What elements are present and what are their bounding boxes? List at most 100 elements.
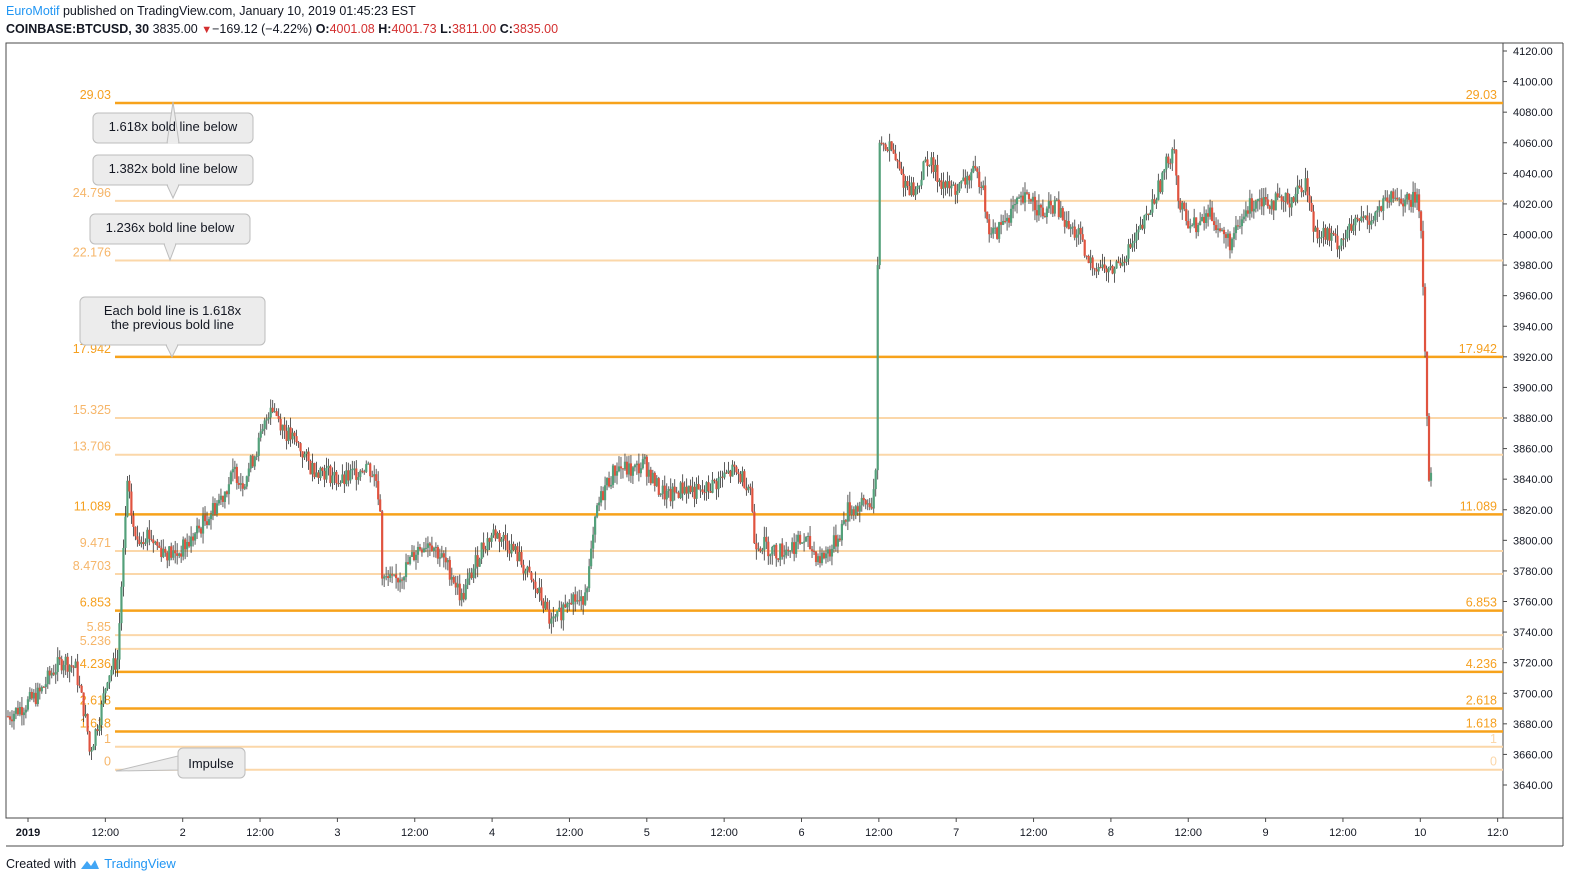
y-tick-label: 4060.00 <box>1513 138 1553 150</box>
candle-body <box>902 173 905 188</box>
candle-body <box>890 141 893 150</box>
candle-body <box>400 579 404 581</box>
candle <box>375 468 378 488</box>
candle-body <box>1103 264 1106 269</box>
candle-body <box>434 546 437 548</box>
candle-body <box>536 588 539 594</box>
candle-body <box>1278 196 1281 198</box>
candle-body <box>1320 236 1323 238</box>
candle-body <box>832 535 836 549</box>
candle-body <box>621 468 625 470</box>
candle-body <box>48 670 51 676</box>
fib-label-left: 9.471 <box>80 536 111 550</box>
candle <box>1089 249 1092 271</box>
candle <box>787 546 790 557</box>
candle <box>32 689 35 703</box>
candle-body <box>329 465 332 484</box>
candle <box>731 460 734 477</box>
candle <box>1121 254 1124 267</box>
candle <box>878 139 881 270</box>
candle-body <box>375 474 378 481</box>
fib-label-left: 5.85 <box>87 620 111 634</box>
candle <box>1067 211 1070 230</box>
candle-body <box>1081 234 1084 240</box>
candle <box>695 477 698 504</box>
candle <box>34 682 37 707</box>
candle <box>1009 198 1013 227</box>
candle-body <box>828 549 832 557</box>
candle-body <box>86 713 89 732</box>
candle <box>1256 198 1259 212</box>
candle <box>562 602 565 631</box>
candle-body <box>1382 198 1385 211</box>
author-link[interactable]: EuroMotif <box>6 4 60 18</box>
candle-body <box>142 542 145 545</box>
x-tick-label: 5 <box>644 827 650 839</box>
candle-body <box>1206 213 1210 217</box>
candle-body <box>1236 225 1240 227</box>
candle <box>1079 221 1082 245</box>
candle <box>1288 193 1291 218</box>
candle <box>385 566 388 581</box>
candle <box>1143 214 1146 234</box>
candle-body <box>6 716 10 718</box>
candle-body <box>1336 235 1339 250</box>
candle <box>797 530 800 550</box>
candle <box>478 557 481 567</box>
candle <box>22 707 26 726</box>
candle-body <box>582 596 585 605</box>
candle-body <box>1063 219 1066 227</box>
candle-body <box>1356 217 1359 219</box>
candle-body <box>486 538 489 551</box>
candle-body <box>211 503 215 515</box>
candle <box>178 552 181 559</box>
candle-body <box>1023 192 1027 203</box>
candle <box>1242 209 1246 224</box>
candle <box>486 532 489 556</box>
y-tick-label: 3840.00 <box>1513 474 1553 486</box>
candle-body <box>223 491 227 502</box>
candle-body <box>586 588 589 593</box>
candle-body <box>820 552 824 564</box>
candle-body <box>858 505 861 512</box>
candle-body <box>1159 180 1162 193</box>
candle <box>940 172 943 196</box>
y-tick-label: 4100.00 <box>1513 77 1553 89</box>
candle-body <box>277 416 280 419</box>
candle <box>1332 230 1335 236</box>
candle <box>1039 203 1043 218</box>
candle-body <box>970 172 973 181</box>
candle-body <box>102 693 105 705</box>
candle <box>741 466 744 487</box>
candle <box>601 486 605 501</box>
candle <box>898 151 901 171</box>
candle <box>697 475 700 490</box>
candle-body <box>1270 200 1273 210</box>
candle <box>560 601 563 629</box>
candle-body <box>1350 223 1353 231</box>
candle-body <box>106 682 109 689</box>
candle-body <box>1372 220 1375 222</box>
candle <box>950 180 953 197</box>
candle <box>629 455 633 483</box>
candle <box>1189 218 1192 233</box>
candle-body <box>1185 209 1188 222</box>
candle <box>838 534 842 542</box>
candle-body <box>18 707 22 715</box>
callout-1382: 1.382x bold line below <box>92 154 254 200</box>
candle-body <box>659 493 662 495</box>
x-tick-label: 12:00 <box>92 827 120 839</box>
candle <box>677 490 680 499</box>
candle <box>520 546 523 568</box>
candle <box>1061 206 1064 221</box>
candle-body <box>958 183 961 191</box>
tradingview-brand[interactable]: TradingView <box>104 856 176 871</box>
candle-body <box>363 471 366 473</box>
candle-body <box>645 456 648 477</box>
candle-body <box>341 474 344 483</box>
candle <box>613 465 617 483</box>
candle-body <box>502 534 505 539</box>
candle-body <box>689 485 692 493</box>
candle <box>476 546 479 578</box>
